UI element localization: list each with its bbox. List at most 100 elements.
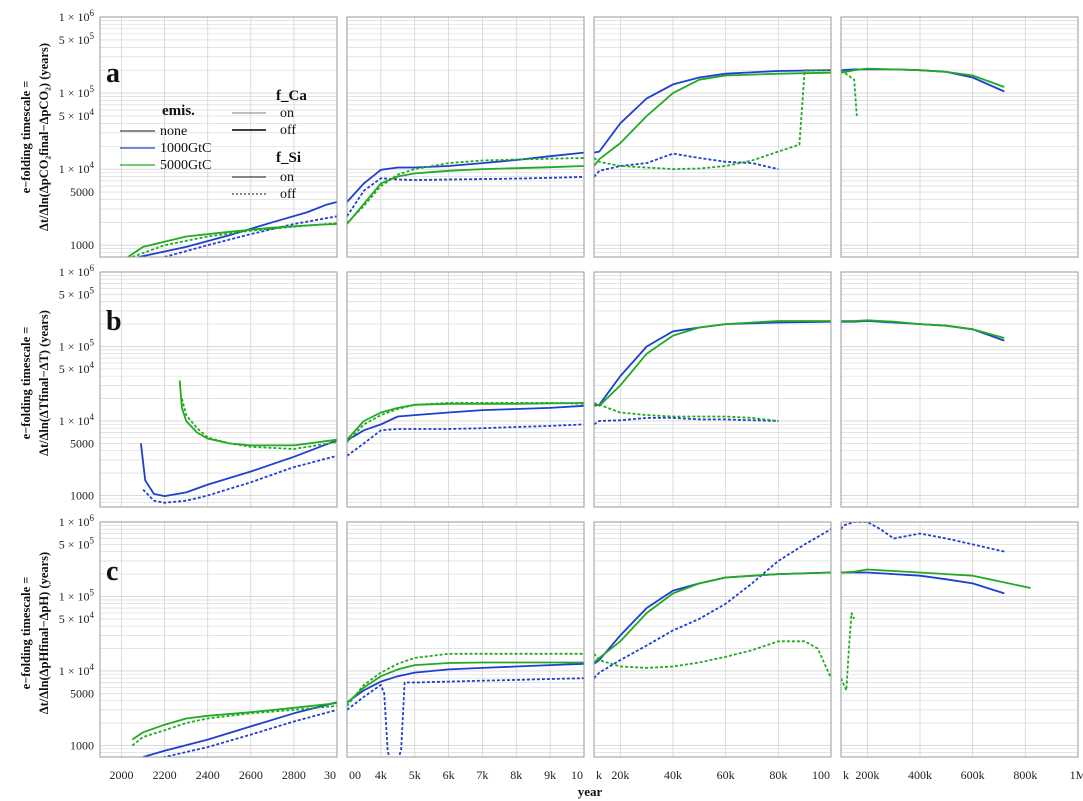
x-tick-label: 2800 <box>282 768 306 782</box>
x-tick-label: 200k <box>855 768 879 782</box>
series-line-b-5000GtC-fsi-on-panel-3 <box>841 319 1005 339</box>
series-line-a-1000GtC-fsi-on-panel-2 <box>594 69 831 154</box>
y-tick-label: 5 × 104 <box>59 610 95 626</box>
panel-label-a: a <box>106 58 120 89</box>
y-tick-label: 1 × 105 <box>59 587 95 603</box>
y-tick-label: 5 × 104 <box>59 360 95 376</box>
series-line-a-5000GtC-fsi-on-panel-3 <box>841 67 1005 88</box>
panel-frame-0-0 <box>99 16 338 258</box>
x-tick-label: 40k <box>664 768 682 782</box>
y-axis-title-a-line1: e−folding timescale = <box>19 81 33 194</box>
series-line-b-1000GtC-fsi-on-panel-0 <box>140 439 337 497</box>
series-line-b-5000GtC-fsi-on-panel-0 <box>178 380 337 447</box>
x-tick-label: 400k <box>908 768 932 782</box>
series-line-a-5000GtC-fsi-off-panel-0 <box>131 222 337 257</box>
panel-label-c: c <box>106 556 118 587</box>
x-tick-label: 2400 <box>196 768 220 782</box>
series-line-a-5000GtC-fsi-off-panel-3 <box>841 69 858 117</box>
y-tick-label: 1000 <box>70 738 94 752</box>
series-line-a-5000GtC-fsi-off-panel-1 <box>347 157 584 224</box>
frame-layer <box>99 16 1079 758</box>
series-line-a-5000GtC-fsi-on-panel-2 <box>594 71 831 167</box>
y-tick-label: 1 × 104 <box>59 160 95 176</box>
x-tick-label: 9k <box>544 768 556 782</box>
panel-frame-2-3 <box>840 521 1079 758</box>
x-tick-label: 600k <box>961 768 985 782</box>
series-line-c-1000GtC-fsi-on-panel-2 <box>594 571 831 665</box>
series-line-c-5000GtC-fsi-off-panel-0 <box>131 705 337 747</box>
y-tick-label: 5000 <box>70 436 94 450</box>
series-line-b-5000GtC-fsi-off-panel-1 <box>347 402 584 443</box>
x-tick-label: 5k <box>409 768 421 782</box>
y-tick-label: 1000 <box>70 238 94 252</box>
series-line-c-1000GtC-fsi-off-panel-3 <box>841 522 1005 553</box>
series-line-a-5000GtC-fsi-on-panel-1 <box>347 165 584 225</box>
legend-5000-label: 5000GtC <box>160 158 211 173</box>
panel-frame-1-1 <box>346 271 585 508</box>
grid-layer <box>100 16 1079 758</box>
x-tick-label: 7k <box>476 768 488 782</box>
series-line-b-1000GtC-fsi-off-panel-0 <box>142 455 337 504</box>
legend-fsi-on-label: on <box>280 170 294 185</box>
x-tick-labels: 2000 2200 2400 2600 2800 30 00 4k 5k 6k 7k 8k 9k 10 k 2… <box>110 768 1083 782</box>
series-line-c-1000GtC-fsi-on-panel-0 <box>142 701 337 757</box>
series-line-b-5000GtC-fsi-off-panel-0 <box>181 398 337 450</box>
series-line-c-5000GtC-fsi-off-panel-2 <box>594 640 831 679</box>
series-line-c-5000GtC-fsi-on-panel-0 <box>131 702 337 741</box>
legend-fsi-off-label: off <box>280 187 296 202</box>
legend-1000-label: 1000GtC <box>160 141 211 156</box>
y-tick-label: 1 × 105 <box>59 337 95 353</box>
panel-label-b: b <box>106 306 122 337</box>
y-tick-label: 5 × 105 <box>59 535 95 551</box>
y-tick-label: 1 × 105 <box>59 84 95 100</box>
y-tick-labels: 1 × 106 5 × 105 1 × 105 5 × 104 1 × 104 5000 1… <box>59 8 95 752</box>
series-line-c-1000GtC-fsi-on-panel-1 <box>347 662 584 704</box>
x-tick-label: 20k <box>611 768 629 782</box>
curve-layer <box>127 67 1031 757</box>
y-tick-label: 1000 <box>70 488 94 502</box>
series-line-a-1000GtC-fsi-off-panel-2 <box>594 152 779 178</box>
x-tick-label: 30 <box>324 768 336 782</box>
x-axis-title: year <box>578 784 603 799</box>
series-line-a-1000GtC-fsi-on-panel-1 <box>347 151 584 203</box>
panel-frame-0-2 <box>593 16 832 258</box>
x-tick-label: 6k <box>443 768 455 782</box>
series-line-c-5000GtC-fsi-on-panel-2 <box>594 571 831 664</box>
panel-frame-1-3 <box>840 271 1079 508</box>
series-line-a-5000GtC-fsi-off-panel-2 <box>594 69 831 170</box>
panel-frame-0-1 <box>346 16 585 258</box>
series-line-b-1000GtC-fsi-on-panel-2 <box>594 320 831 407</box>
panel-frame-2-1 <box>346 521 585 758</box>
y-tick-label: 1 × 106 <box>59 513 95 529</box>
x-tick-label: k <box>596 768 602 782</box>
x-tick-label: 2600 <box>239 768 263 782</box>
x-tick-label: k <box>843 768 849 782</box>
series-line-c-5000GtC-fsi-on-panel-1 <box>347 661 584 704</box>
series-line-a-1000GtC-fsi-off-panel-1 <box>347 176 584 217</box>
series-line-c-5000GtC-fsi-off-panel-1 <box>347 652 584 707</box>
panel-frame-1-0 <box>99 271 338 508</box>
x-tick-label: 2000 <box>110 768 134 782</box>
series-line-b-5000GtC-fsi-on-panel-2 <box>594 320 831 407</box>
series-line-c-5000GtC-fsi-off-panel-3 <box>841 612 856 692</box>
legend: emis. none 1000GtC 5000GtC f_Ca on off f… <box>120 88 307 202</box>
y-axis-title-b-line1: e−folding timescale = <box>19 327 33 440</box>
y-tick-label: 5000 <box>70 185 94 199</box>
x-tick-label: 800k <box>1013 768 1037 782</box>
x-tick-label: 00 <box>349 768 361 782</box>
series-line-b-1000GtC-fsi-off-panel-1 <box>347 423 584 457</box>
x-tick-label: 80k <box>769 768 787 782</box>
y-axis-title-c-line1: e−folding timescale = <box>19 577 33 690</box>
legend-fca-on-label: on <box>280 106 294 121</box>
y-axis-title-a-line2: Δt/Δln(ΔpCO₂final−ΔpCO₂) (years) <box>37 43 51 231</box>
panel-frame-1-2 <box>593 271 832 508</box>
x-tick-label: 10 <box>571 768 583 782</box>
y-axis-title-b-line2: Δt/Δln(ΔTfinal−ΔT) (years) <box>37 310 51 456</box>
series-line-b-1000GtC-fsi-on-panel-1 <box>347 404 584 442</box>
legend-fca-title: f_Ca <box>276 88 307 104</box>
x-tick-label: 60k <box>717 768 735 782</box>
y-tick-label: 5 × 104 <box>59 107 95 123</box>
series-line-c-1000GtC-fsi-on-panel-3 <box>841 571 1005 595</box>
series-line-c-1000GtC-fsi-off-panel-1 <box>347 677 584 757</box>
